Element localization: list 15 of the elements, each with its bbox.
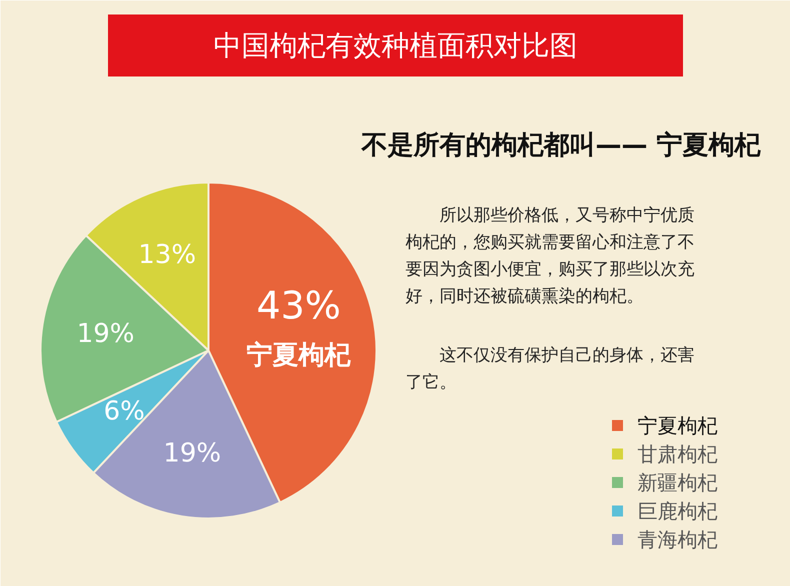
text: 这不仅没有保护自己的身体，还害了它。 bbox=[406, 346, 694, 392]
slice-label: 宁夏枸杞 bbox=[246, 340, 352, 370]
chart-title: 中国枸杞有效种植面积对比图 bbox=[214, 29, 578, 62]
legend-label: 宁夏枸杞 bbox=[638, 414, 718, 438]
legend-label: 巨鹿枸杞 bbox=[638, 499, 718, 523]
chart-subtitle: 不是所有的枸杞都叫—— 宁夏枸杞 bbox=[360, 130, 762, 160]
data-label: 19% bbox=[76, 319, 135, 350]
legend-label: 青海枸杞 bbox=[638, 528, 718, 552]
data-label: 43% bbox=[256, 283, 341, 328]
data-label: 13% bbox=[138, 240, 196, 270]
text: 所以那些价格低，又号称中宁优质枸杞的，您购买就需要留心和注意了不要因为贪图小便宜，购买了那些以次充好，同时还被硫磺熏染的枸杞。 bbox=[406, 206, 694, 306]
data-label: 19% bbox=[163, 438, 222, 468]
legend-label: 新疆枸杞 bbox=[638, 470, 718, 494]
data-label: 6% bbox=[104, 396, 145, 427]
legend-label: 甘肃枸杞 bbox=[638, 442, 718, 466]
